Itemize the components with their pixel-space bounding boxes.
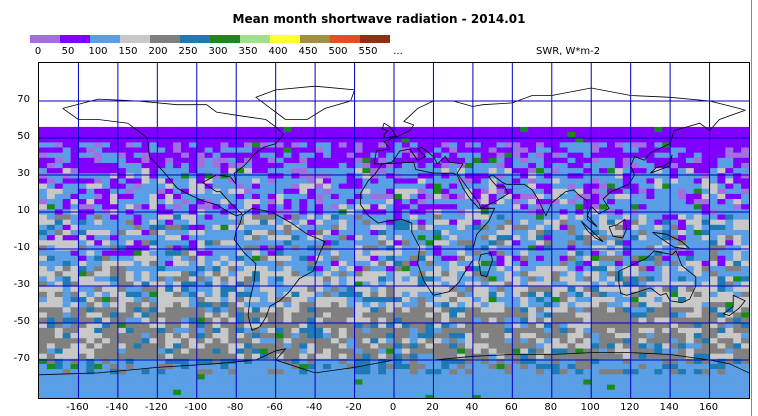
legend-swatch [120, 35, 150, 43]
legend-labels: 0 50 100 150 200 250 300 350 400 450 500 550... [0, 46, 758, 60]
y-tick-label: -70 [13, 353, 30, 364]
x-tick-label: -60 [266, 402, 283, 413]
legend-swatch [300, 35, 330, 43]
y-tick-label: 70 [17, 94, 30, 105]
legend-swatch [180, 35, 210, 43]
legend-label: 400 [268, 46, 288, 57]
legend-swatch [240, 35, 270, 43]
window-edge [751, 0, 752, 416]
radiation-map[interactable] [38, 62, 750, 399]
legend-label: 500 [328, 46, 348, 57]
legend-swatch [60, 35, 90, 43]
legend-swatch [330, 35, 360, 43]
y-tick-label: -50 [13, 316, 30, 327]
y-tick-label: 50 [17, 131, 30, 142]
x-tick-label: -20 [345, 402, 362, 413]
legend-label: 150 [118, 46, 138, 57]
x-tick-label: 140 [659, 402, 679, 413]
x-tick-label: 60 [504, 402, 518, 413]
legend-swatch [270, 35, 300, 43]
legend-swatch [30, 35, 60, 43]
legend-swatch [360, 35, 390, 43]
x-tick-label: -80 [227, 402, 244, 413]
x-tick-label: 160 [699, 402, 719, 413]
y-tick-label: -10 [13, 242, 30, 253]
x-tick-label: 80 [544, 402, 558, 413]
legend-label: 50 [61, 46, 75, 57]
legend-swatch [90, 35, 120, 43]
color-legend [30, 35, 390, 44]
x-tick-label: -120 [144, 402, 168, 413]
legend-units: SWR, W*m-2 [536, 46, 601, 57]
legend-label: 300 [208, 46, 228, 57]
y-tick-label: -30 [13, 279, 30, 290]
map-canvas [39, 63, 749, 398]
x-tick-label: 20 [426, 402, 439, 413]
y-tick-label: 30 [17, 168, 30, 179]
y-tick-label: 10 [17, 205, 30, 216]
legend-swatch [210, 35, 240, 43]
legend-label: 100 [88, 46, 108, 57]
legend-label: ... [393, 46, 403, 57]
legend-label: 350 [238, 46, 258, 57]
legend-label: 200 [148, 46, 168, 57]
legend-label: 0 [34, 46, 42, 57]
legend-label: 550 [358, 46, 378, 57]
x-tick-label: -140 [105, 402, 129, 413]
x-tick-label: 100 [580, 402, 600, 413]
legend-label: 450 [298, 46, 318, 57]
legend-swatch [150, 35, 180, 43]
x-tick-label: -40 [305, 402, 323, 413]
x-tick-label: 0 [389, 402, 397, 413]
x-tick-label: 40 [465, 402, 479, 413]
x-tick-label: -100 [184, 402, 208, 413]
map-title: Mean month shortwave radiation - 2014.01 [232, 12, 526, 26]
x-tick-label: -160 [66, 402, 89, 413]
x-tick-label: 120 [620, 402, 640, 413]
legend-label: 250 [178, 46, 198, 57]
